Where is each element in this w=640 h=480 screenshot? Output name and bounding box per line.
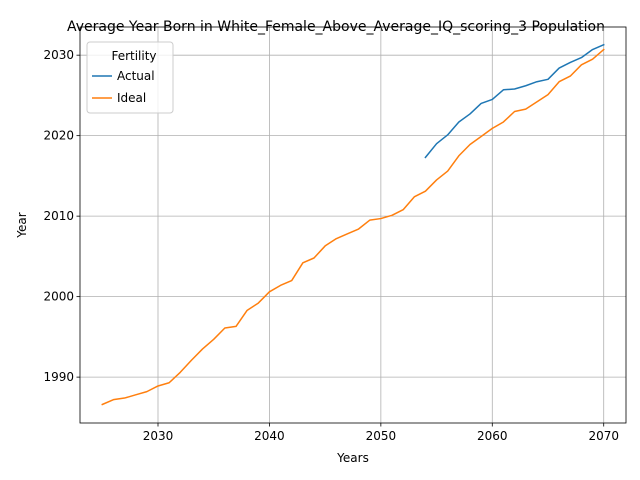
legend-title: Fertility xyxy=(111,49,156,63)
legend-box xyxy=(86,41,174,114)
plot-frame xyxy=(79,26,627,424)
y-tick-label: 2010 xyxy=(43,209,74,223)
legend: Fertility Actual Ideal xyxy=(86,41,174,114)
grid xyxy=(80,27,626,423)
x-tick-label: 2040 xyxy=(254,429,285,443)
series-line-ideal xyxy=(101,48,605,406)
y-axis: 1990 2000 2010 2020 2030 xyxy=(43,48,80,384)
x-tick-label: 2070 xyxy=(588,429,619,443)
y-tick-label: 2000 xyxy=(43,290,74,304)
x-axis: 2030 2040 2050 2060 2070 xyxy=(143,423,619,443)
x-axis-label: Years xyxy=(336,451,369,465)
series-layer xyxy=(101,43,605,406)
x-tick-label: 2030 xyxy=(143,429,174,443)
y-axis-label: Year xyxy=(15,212,29,238)
x-tick-label: 2050 xyxy=(366,429,397,443)
y-tick-label: 1990 xyxy=(43,370,74,384)
y-tick-label: 2030 xyxy=(43,48,74,62)
legend-label-actual: Actual xyxy=(117,69,155,83)
x-tick-label: 2060 xyxy=(477,429,508,443)
y-tick-label: 2020 xyxy=(43,129,74,143)
series-line-actual xyxy=(424,43,605,159)
legend-label-ideal: Ideal xyxy=(117,91,146,105)
